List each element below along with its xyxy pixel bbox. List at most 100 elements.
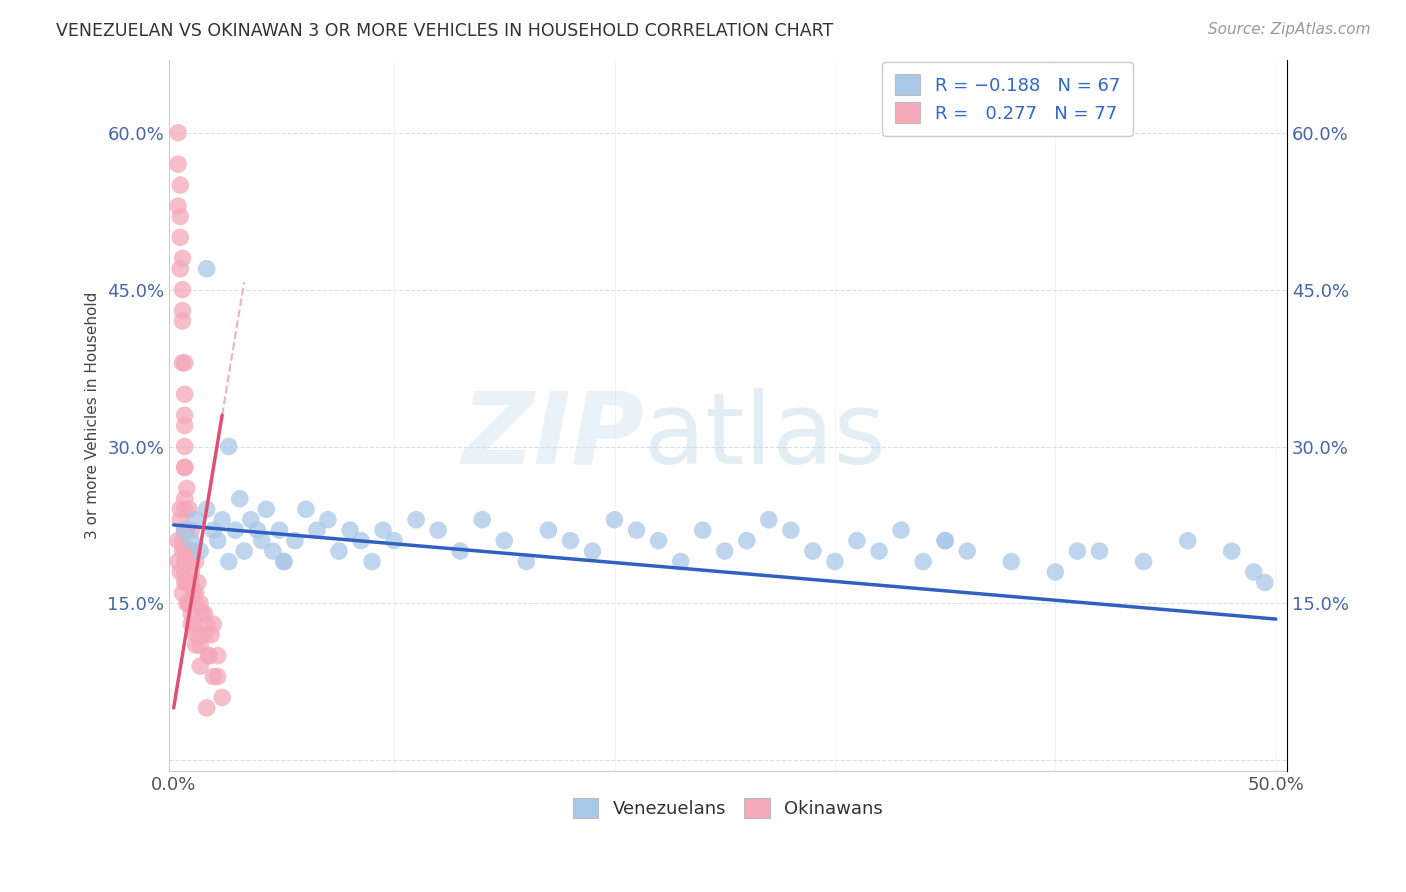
- Point: [284, 533, 307, 548]
- Point: [350, 533, 373, 548]
- Point: [1088, 544, 1111, 558]
- Point: [169, 210, 191, 224]
- Point: [305, 523, 328, 537]
- Point: [1177, 533, 1199, 548]
- Point: [1066, 544, 1088, 558]
- Point: [195, 701, 218, 715]
- Point: [176, 575, 198, 590]
- Point: [250, 533, 273, 548]
- Point: [1045, 565, 1067, 579]
- Point: [560, 533, 582, 548]
- Point: [172, 314, 194, 328]
- Point: [173, 523, 195, 537]
- Point: [173, 523, 195, 537]
- Point: [647, 533, 669, 548]
- Point: [262, 544, 284, 558]
- Point: [188, 596, 211, 610]
- Point: [188, 659, 211, 673]
- Point: [188, 628, 211, 642]
- Point: [188, 638, 211, 652]
- Point: [273, 555, 295, 569]
- Point: [184, 586, 207, 600]
- Y-axis label: 3 or more Vehicles in Household: 3 or more Vehicles in Household: [86, 292, 100, 539]
- Point: [758, 513, 780, 527]
- Point: [188, 544, 211, 558]
- Point: [191, 607, 214, 621]
- Point: [167, 126, 190, 140]
- Point: [169, 261, 191, 276]
- Point: [361, 555, 384, 569]
- Point: [669, 555, 692, 569]
- Point: [198, 648, 221, 663]
- Point: [195, 261, 218, 276]
- Point: [176, 523, 198, 537]
- Point: [173, 440, 195, 454]
- Point: [172, 544, 194, 558]
- Point: [471, 513, 494, 527]
- Point: [218, 440, 240, 454]
- Point: [824, 555, 846, 569]
- Point: [173, 387, 195, 401]
- Point: [167, 533, 190, 548]
- Point: [494, 533, 516, 548]
- Point: [224, 523, 246, 537]
- Point: [193, 607, 215, 621]
- Point: [173, 408, 195, 422]
- Point: [180, 565, 202, 579]
- Point: [169, 565, 191, 579]
- Point: [176, 481, 198, 495]
- Point: [176, 596, 198, 610]
- Point: [273, 555, 295, 569]
- Point: [202, 617, 225, 632]
- Point: [172, 356, 194, 370]
- Point: [1132, 555, 1154, 569]
- Point: [193, 628, 215, 642]
- Point: [183, 586, 205, 600]
- Point: [581, 544, 603, 558]
- Point: [198, 648, 221, 663]
- Point: [713, 544, 735, 558]
- Point: [202, 669, 225, 683]
- Point: [233, 544, 256, 558]
- Point: [173, 565, 195, 579]
- Point: [1243, 565, 1265, 579]
- Point: [328, 544, 350, 558]
- Point: [169, 178, 191, 192]
- Text: atlas: atlas: [644, 388, 886, 485]
- Point: [173, 544, 195, 558]
- Point: [626, 523, 648, 537]
- Point: [176, 555, 198, 569]
- Point: [173, 460, 195, 475]
- Point: [173, 418, 195, 433]
- Point: [169, 230, 191, 244]
- Point: [405, 513, 427, 527]
- Point: [180, 617, 202, 632]
- Point: [382, 533, 405, 548]
- Point: [184, 628, 207, 642]
- Point: [177, 544, 200, 558]
- Point: [801, 544, 824, 558]
- Point: [603, 513, 626, 527]
- Point: [371, 523, 394, 537]
- Point: [846, 533, 869, 548]
- Point: [934, 533, 956, 548]
- Point: [180, 607, 202, 621]
- Point: [868, 544, 890, 558]
- Text: VENEZUELAN VS OKINAWAN 3 OR MORE VEHICLES IN HOUSEHOLD CORRELATION CHART: VENEZUELAN VS OKINAWAN 3 OR MORE VEHICLE…: [56, 22, 834, 40]
- Point: [269, 523, 291, 537]
- Point: [176, 555, 198, 569]
- Point: [207, 648, 229, 663]
- Point: [339, 523, 361, 537]
- Point: [427, 523, 450, 537]
- Point: [515, 555, 537, 569]
- Point: [211, 513, 233, 527]
- Point: [239, 513, 262, 527]
- Point: [246, 523, 269, 537]
- Point: [956, 544, 979, 558]
- Point: [172, 303, 194, 318]
- Point: [195, 502, 218, 516]
- Point: [934, 533, 956, 548]
- Point: [735, 533, 758, 548]
- Point: [172, 283, 194, 297]
- Point: [184, 596, 207, 610]
